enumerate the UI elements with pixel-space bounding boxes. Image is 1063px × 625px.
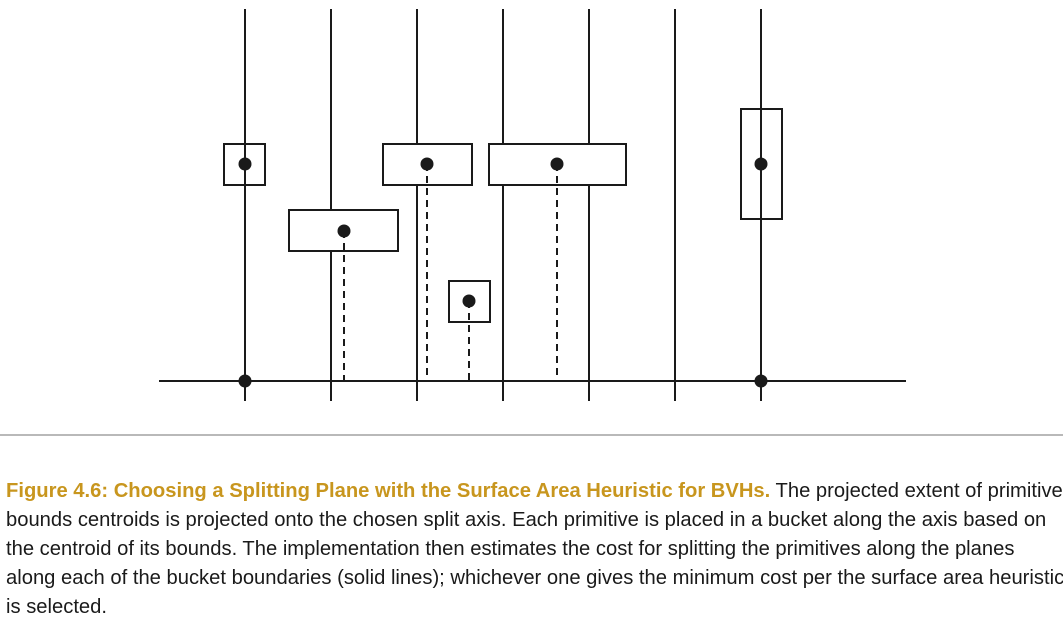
caption-body: The projected extent of primitive bounds…: [6, 480, 1063, 618]
centroid-dot: [420, 157, 434, 171]
centroid-dot: [238, 157, 252, 171]
extent-endpoint-dot: [238, 374, 252, 388]
bucket-boundaries: [244, 9, 762, 401]
bvh-split-diagram: [159, 9, 906, 401]
centroid-dot: [550, 157, 564, 171]
centroid-projections: [343, 164, 558, 381]
caption-title: Figure 4.6: Choosing a Splitting Plane w…: [6, 480, 771, 502]
centroids: [238, 157, 768, 308]
extent-endpoints: [238, 374, 768, 388]
caption-divider: [0, 434, 1063, 436]
centroid-dot: [462, 294, 476, 308]
extent-endpoint-dot: [754, 374, 768, 388]
centroid-dot: [337, 224, 351, 238]
centroid-dot: [754, 157, 768, 171]
figure-caption: Figure 4.6: Choosing a Splitting Plane w…: [6, 477, 1063, 622]
